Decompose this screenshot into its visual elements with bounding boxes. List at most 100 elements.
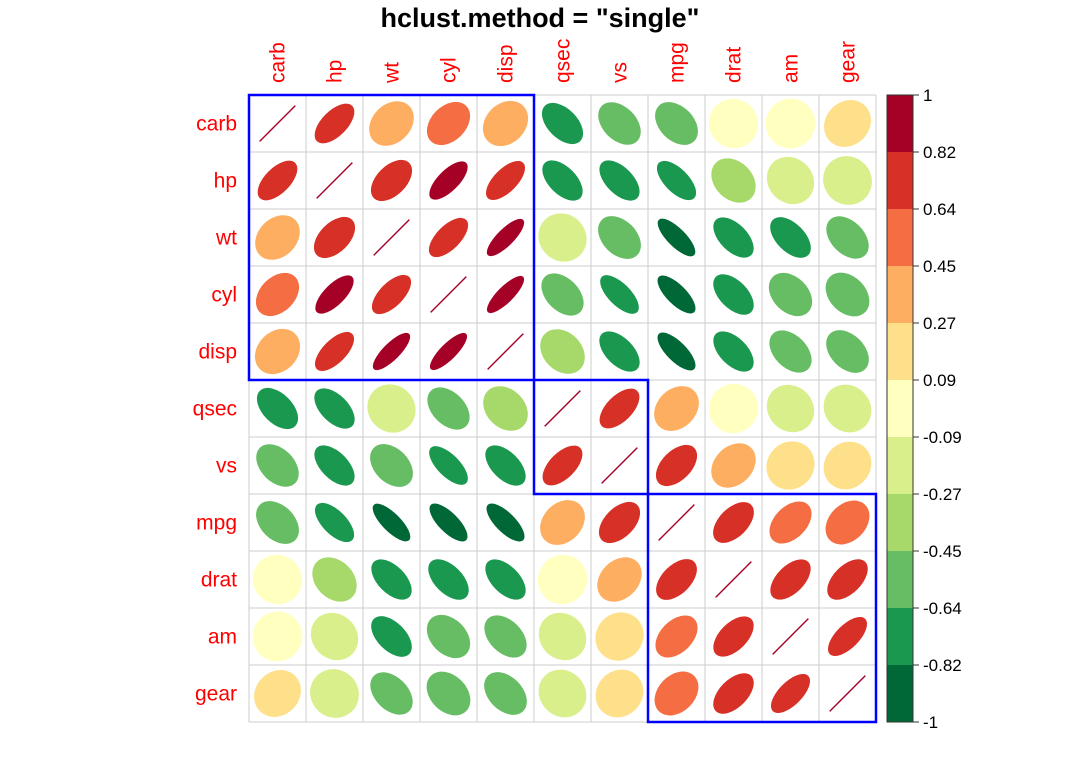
- row-label: vs: [216, 455, 237, 478]
- correlation-ellipse: [254, 670, 301, 717]
- correlation-ellipse: [708, 98, 759, 149]
- row-label: carb: [196, 113, 237, 136]
- correlation-ellipse: [315, 275, 354, 314]
- correlation-ellipse: [655, 102, 698, 145]
- correlation-ellipse: [597, 557, 642, 602]
- correlation-ellipse-diagonal: [715, 561, 752, 598]
- correlation-ellipse: [483, 386, 528, 431]
- correlation-ellipse: [655, 615, 698, 658]
- cluster-rectangle: [247, 93, 536, 382]
- correlation-ellipse: [369, 101, 414, 146]
- correlation-ellipse: [770, 217, 811, 258]
- correlation-ellipse: [428, 559, 469, 600]
- column-label: gear: [837, 41, 860, 83]
- row-label: disp: [198, 341, 237, 364]
- correlation-ellipse-diagonal: [430, 276, 467, 313]
- column-label: qsec: [552, 39, 575, 83]
- correlation-ellipse: [427, 387, 470, 430]
- correlation-ellipse: [255, 215, 300, 260]
- legend-tick-label: -0.27: [923, 485, 962, 504]
- correlation-ellipse: [713, 616, 754, 657]
- correlation-ellipse: [599, 331, 640, 372]
- legend-border: [886, 94, 914, 723]
- correlation-ellipse: [255, 272, 300, 317]
- correlation-ellipse-diagonal: [658, 504, 695, 541]
- cluster-rectangle: [646, 492, 878, 724]
- correlation-ellipse: [766, 441, 815, 490]
- legend-tick-label: 1: [923, 86, 932, 105]
- correlation-ellipse: [486, 218, 525, 257]
- correlation-ellipse: [770, 559, 811, 600]
- correlation-ellipse: [768, 272, 813, 317]
- correlation-ellipse: [252, 554, 303, 605]
- correlation-ellipse: [599, 160, 640, 201]
- correlation-ellipse: [541, 273, 584, 316]
- correlation-ellipse: [429, 332, 468, 371]
- legend-tick-label: 0.45: [923, 257, 956, 276]
- correlation-ellipse: [537, 554, 588, 605]
- correlation-ellipse: [826, 330, 869, 373]
- correlation-ellipse: [482, 100, 529, 147]
- correlation-ellipse: [372, 332, 411, 371]
- correlation-ellipse: [310, 669, 359, 718]
- row-label: hp: [214, 170, 237, 193]
- correlation-ellipse: [256, 501, 299, 544]
- correlation-ellipse: [485, 559, 526, 600]
- correlation-cells: [252, 98, 872, 718]
- correlation-ellipse: [654, 671, 699, 716]
- legend-color-bin: [887, 494, 913, 552]
- column-label: mpg: [666, 42, 689, 83]
- correlation-ellipse: [538, 669, 587, 718]
- correlation-ellipse: [540, 329, 585, 374]
- correlation-ellipse: [314, 502, 355, 543]
- correlation-ellipse: [598, 216, 641, 259]
- correlation-ellipse: [370, 444, 413, 487]
- legend-color-bin: [887, 266, 913, 324]
- row-label: wt: [215, 227, 237, 250]
- correlation-ellipse: [766, 384, 815, 433]
- correlation-ellipse: [429, 161, 468, 200]
- correlation-ellipse: [595, 612, 644, 661]
- correlation-ellipse: [599, 388, 640, 429]
- correlation-ellipse: [595, 669, 644, 718]
- correlation-ellipse: [770, 673, 811, 714]
- correlation-ellipse: [541, 102, 584, 145]
- correlation-ellipse: [257, 160, 298, 201]
- legend-color-bin: [887, 152, 913, 210]
- row-label: am: [208, 626, 237, 649]
- cluster-rectangles: [247, 93, 878, 724]
- legend-tick-label: 0.27: [923, 314, 956, 333]
- correlation-ellipse: [313, 216, 356, 259]
- column-label: wt: [381, 62, 404, 84]
- correlation-ellipse: [256, 387, 299, 430]
- correlation-ellipse: [371, 559, 412, 600]
- column-label: drat: [723, 47, 746, 83]
- correlation-ellipse-diagonal: [373, 219, 410, 256]
- correlation-ellipse: [765, 98, 816, 149]
- correlation-ellipse-diagonal: [829, 675, 866, 712]
- correlation-ellipse: [655, 444, 698, 487]
- column-label: hp: [324, 60, 347, 83]
- correlation-ellipse: [370, 159, 413, 202]
- correlation-ellipse: [598, 501, 641, 544]
- correlation-ellipse: [657, 218, 696, 257]
- correlation-ellipse: [542, 160, 583, 201]
- correlation-ellipse-diagonal: [772, 618, 809, 655]
- correlation-ellipse: [310, 612, 359, 661]
- correlation-ellipse: [370, 672, 413, 715]
- column-label: disp: [495, 44, 518, 83]
- correlation-ellipse: [314, 331, 355, 372]
- correlation-ellipse: [428, 217, 469, 258]
- correlation-ellipse: [711, 158, 756, 203]
- correlation-ellipse: [486, 275, 525, 314]
- correlation-ellipse: [823, 156, 872, 205]
- correlation-ellipse: [538, 612, 587, 661]
- correlation-ellipse: [252, 611, 303, 662]
- correlation-ellipse: [314, 445, 355, 486]
- correlation-ellipse: [713, 331, 754, 372]
- legend-tick-label: 0.82: [923, 143, 956, 162]
- legend-tick-label: -1: [923, 713, 938, 732]
- correlation-ellipse: [713, 217, 754, 258]
- correlation-ellipse: [256, 444, 299, 487]
